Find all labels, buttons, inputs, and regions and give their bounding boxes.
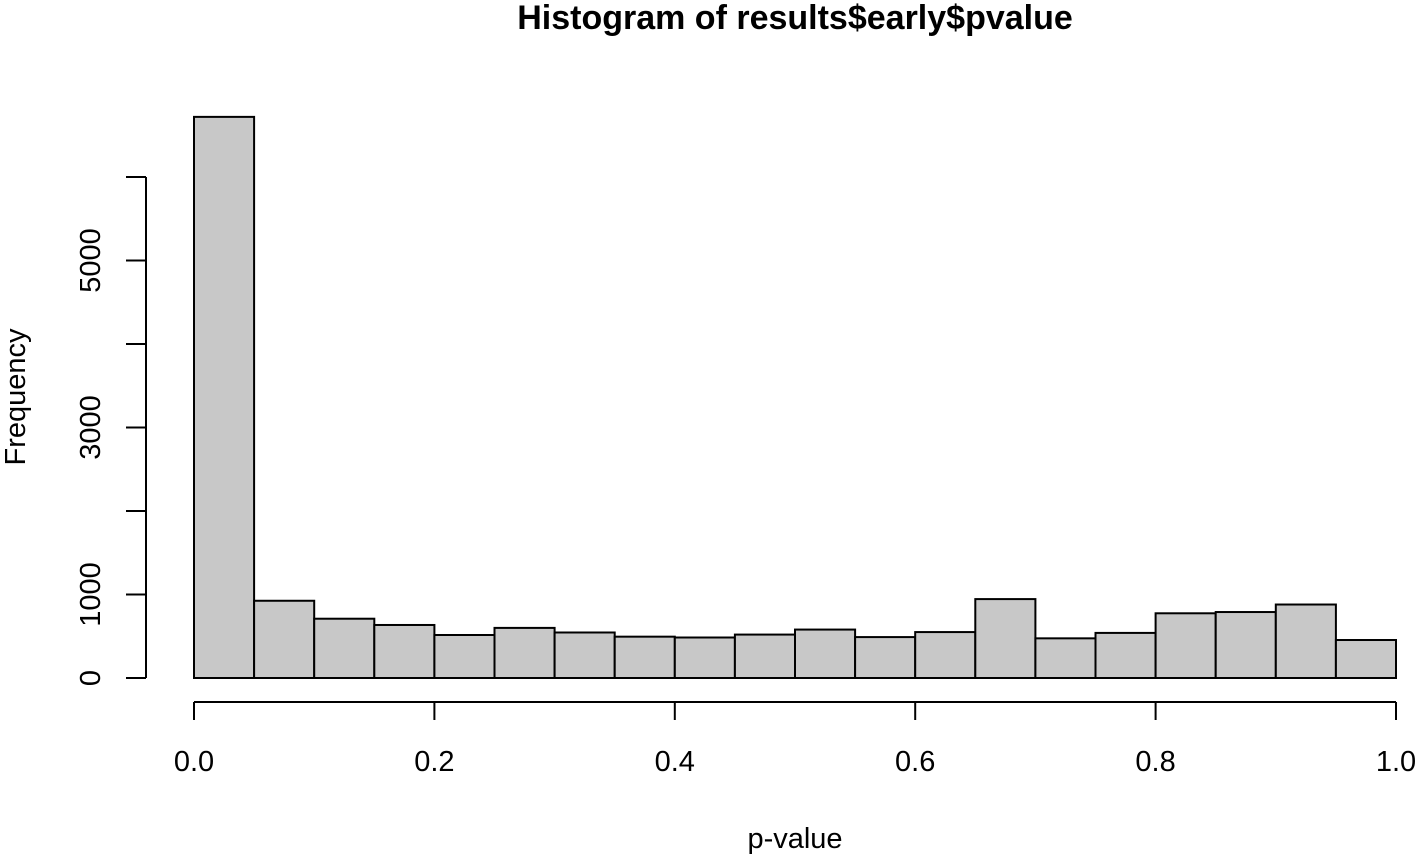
histogram-bar-18 [1274, 603, 1337, 680]
histogram-bar-6 [553, 631, 616, 679]
y-tick-label-5: 5000 [75, 228, 107, 293]
y-axis: 0 1000 3000 5000 [75, 176, 147, 686]
x-axis: 0.0 0.2 0.4 0.6 0.8 1.0 [174, 701, 1416, 778]
histogram-bar-0 [193, 115, 256, 679]
histogram-bar-9 [733, 633, 797, 680]
histogram-bar-13 [974, 598, 1037, 680]
x-tick-label-5: 1.0 [1376, 746, 1416, 778]
chart-title: Histogram of results$early$pvalue [517, 0, 1073, 37]
histogram-bar-4 [433, 633, 496, 679]
histogram-bar-17 [1214, 611, 1277, 679]
histogram-bar-15 [1094, 631, 1157, 679]
x-tick-label-4: 0.8 [1135, 746, 1175, 778]
x-tick-label-1: 0.2 [414, 746, 454, 778]
histogram-bar-2 [313, 617, 376, 680]
histogram-bar-12 [914, 631, 977, 680]
x-tick-label-3: 0.6 [895, 746, 935, 778]
y-tick-label-1: 1000 [75, 562, 107, 627]
histogram-bar-14 [1034, 637, 1097, 680]
histogram-bar-19 [1334, 639, 1398, 680]
histogram-bar-10 [794, 628, 857, 680]
histogram-bar-8 [673, 636, 736, 680]
y-axis-title: Frequency [0, 328, 32, 466]
x-tick-label-0: 0.0 [174, 746, 214, 778]
x-axis-title: p-value [747, 823, 842, 855]
histogram-bar-5 [493, 626, 556, 680]
histogram-bar-3 [373, 623, 436, 679]
histogram-bar-11 [854, 636, 917, 680]
histogram-bar-1 [253, 599, 316, 680]
histogram-bars [193, 115, 1398, 680]
y-tick-label-3: 3000 [75, 395, 107, 460]
histogram-bar-7 [613, 635, 676, 679]
x-tick-label-2: 0.4 [655, 746, 695, 778]
y-tick-label-0: 0 [75, 670, 107, 686]
histogram-bar-16 [1154, 612, 1217, 679]
